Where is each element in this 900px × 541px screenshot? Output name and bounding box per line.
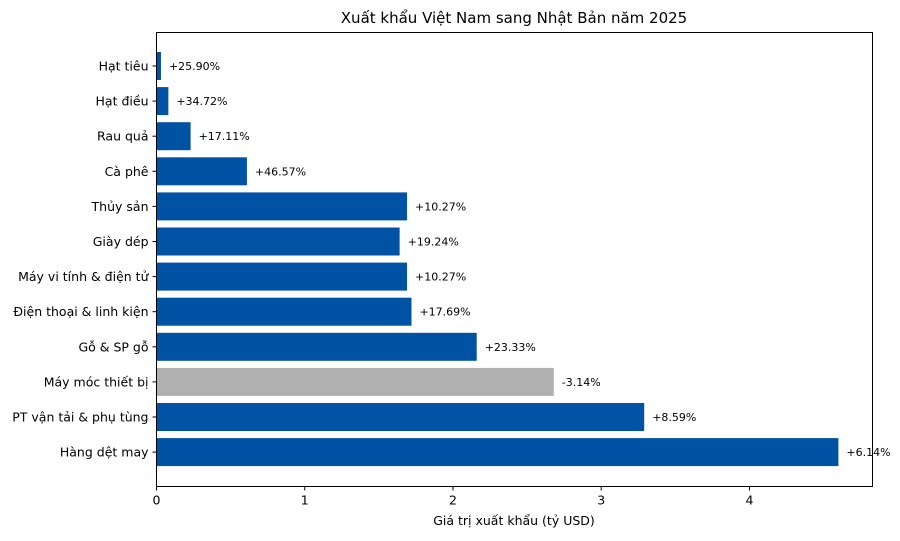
bar <box>156 262 408 291</box>
y-tick-label: Hạt tiêu <box>99 59 149 74</box>
x-tick-label: 4 <box>745 493 753 508</box>
bar <box>156 403 645 431</box>
bar-value-label: -3.14% <box>562 376 601 389</box>
bar <box>156 122 191 151</box>
bar <box>156 157 247 186</box>
bar <box>156 332 477 361</box>
chart-title: Xuất khẩu Việt Nam sang Nhật Bản năm 202… <box>341 9 687 27</box>
y-tick-label: Điện thoại & linh kiện <box>13 304 148 319</box>
x-axis-label: Giá trị xuất khẩu (tỷ USD) <box>433 513 595 528</box>
y-tick-label: Máy vi tính & điện tử <box>18 269 149 284</box>
bar-value-label: +19.24% <box>408 236 459 249</box>
bar-value-label: +10.27% <box>415 271 466 284</box>
y-tick-label: Hàng dệt may <box>60 445 149 460</box>
y-tick-label: Thủy sản <box>91 199 149 214</box>
bar <box>156 192 408 221</box>
bar <box>156 438 839 467</box>
y-tick-label: Máy móc thiết bị <box>44 374 149 389</box>
bar-value-label: +23.33% <box>485 341 536 354</box>
bar <box>156 52 161 80</box>
bar-value-label: +25.90% <box>169 60 220 73</box>
plot-frame <box>156 32 873 487</box>
y-tick-label: Gỗ & SP gỗ <box>78 339 148 354</box>
y-tick-label: Rau quả <box>97 129 148 144</box>
value-labels: +25.90% +34.72% +17.11% +46.57% +10.27% +19.2… <box>169 60 891 459</box>
y-tick-label: PT vận tải & phụ tùng <box>12 410 148 425</box>
y-tick-label: Giày dép <box>93 234 149 249</box>
bar <box>156 367 554 396</box>
x-tick-label: 3 <box>597 493 605 508</box>
bar <box>156 227 400 256</box>
bar-value-label: +6.14% <box>846 446 890 459</box>
y-axis-categories: Hạt tiêu Hạt điều Rau quả Cà phê Thủy sản Già… <box>12 59 157 460</box>
y-tick-label: Cà phê <box>105 164 149 179</box>
bar-value-label: +8.59% <box>652 411 696 424</box>
bar <box>156 87 169 116</box>
bar-value-label: +17.69% <box>419 306 470 319</box>
y-tick-label: Hạt điều <box>96 94 149 109</box>
bar-value-label: +17.11% <box>199 130 250 143</box>
bar <box>156 297 412 326</box>
x-axis-ticks: 0 1 2 3 4 <box>153 486 753 508</box>
bars-layer <box>156 52 839 467</box>
bar-value-label: +10.27% <box>415 200 466 213</box>
bar-value-label: +34.72% <box>176 95 227 108</box>
bar-value-label: +46.57% <box>255 165 306 178</box>
x-tick-label: 2 <box>449 493 457 508</box>
x-tick-label: 1 <box>301 493 309 508</box>
x-tick-label: 0 <box>153 493 161 508</box>
